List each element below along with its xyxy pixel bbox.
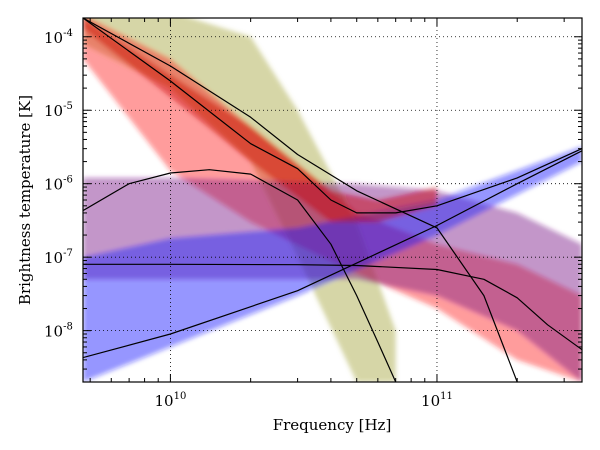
y-tick-label: 10-8 — [44, 322, 73, 341]
uncertainty-bands — [83, 18, 582, 382]
y-axis-label: Brightness temperature [K] — [16, 95, 34, 305]
series-lines — [83, 18, 582, 382]
uncertainty-band-4 — [83, 146, 582, 382]
y-tick-label: 10-5 — [44, 101, 73, 120]
y-tick-label: 10-4 — [44, 28, 73, 47]
series-line-4 — [83, 18, 518, 382]
x-tick-label: 1011 — [421, 391, 453, 410]
series-line-3 — [83, 150, 582, 359]
plot-frame — [82, 17, 583, 383]
uncertainty-band-5 — [83, 18, 437, 223]
series-line-1 — [83, 169, 397, 382]
grid-lines — [83, 18, 582, 382]
y-tick-label: 10-7 — [44, 248, 73, 267]
x-tick-labels: 1010 1011 — [154, 391, 452, 410]
series-line-2 — [83, 263, 582, 351]
uncertainty-band-3 — [83, 177, 582, 382]
x-axis-label: Frequency [Hz] — [273, 416, 392, 434]
series-line-5 — [83, 18, 582, 214]
x-tick-label: 1010 — [154, 391, 186, 410]
y-tick-labels: 10-8 10-7 10-6 10-5 10-4 — [44, 28, 73, 341]
tick-marks — [83, 18, 582, 383]
uncertainty-band-1 — [83, 18, 396, 382]
y-tick-label: 10-6 — [44, 175, 73, 194]
